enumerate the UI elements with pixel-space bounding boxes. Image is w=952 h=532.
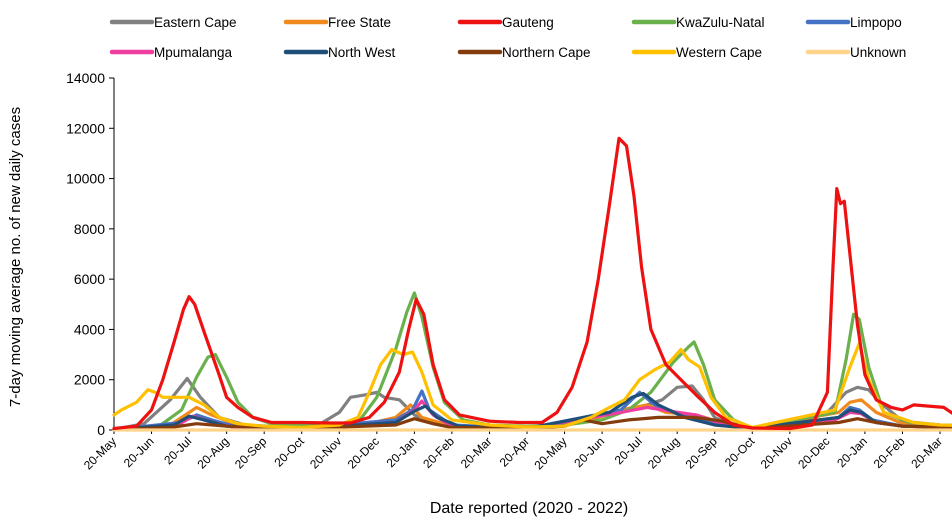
y-tick-label: 8000 [74, 221, 105, 237]
x-tick-label: 20-Jan [834, 434, 870, 470]
series-line-gauteng [112, 136, 952, 431]
x-tick-label: 20-Dec [345, 434, 382, 471]
y-tick-label: 0 [97, 422, 105, 438]
plot-lines [112, 136, 952, 432]
y-axis: 0 2000 4000 6000 8000 10000 12000 14000 [66, 70, 115, 438]
x-tick-label: 20-Oct [722, 434, 758, 470]
y-axis-title: 7-day moving average no. of new daily ca… [7, 107, 24, 407]
y-tick-label: 4000 [74, 321, 105, 337]
legend-label-unknown: Unknown [850, 45, 906, 60]
legend-label-western-cape: Western Cape [676, 45, 762, 60]
legend-label-gauteng: Gauteng [502, 15, 554, 30]
legend-label-limpopo: Limpopo [850, 15, 902, 30]
x-tick-label: 20-Jun [571, 434, 607, 470]
legend-label-northern-cape: Northern Cape [502, 45, 591, 60]
x-axis-title: Date reported (2020 - 2022) [430, 500, 628, 517]
x-tick-label: 20-Aug [645, 434, 682, 471]
x-tick-label: 20-Jul [612, 434, 645, 467]
legend-label-eastern-cape: Eastern Cape [154, 15, 237, 30]
x-tick-label: 20-Jan [384, 434, 420, 470]
x-tick-label: 20-Oct [271, 434, 307, 470]
x-tick-label: 20-Dec [795, 434, 832, 471]
x-tick-label: 20-Nov [307, 434, 344, 471]
legend-label-kwazulu-natal: KwaZulu-Natal [676, 15, 765, 30]
legend-label-north-west: North West [328, 45, 396, 60]
y-tick-label: 10000 [66, 171, 105, 187]
x-tick-label: 20-Nov [758, 434, 795, 471]
legend: Eastern Cape Free State Gauteng KwaZulu-Nat… [109, 15, 906, 60]
x-tick-label: 20-Aug [194, 434, 231, 471]
x-tick-label: 20-May [81, 434, 119, 472]
x-tick-label: 20-Jun [121, 434, 157, 470]
x-tick-label: 20-Sep [232, 434, 269, 471]
y-tick-label: 14000 [66, 70, 105, 86]
x-tick-label: 20-May [531, 434, 569, 472]
x-tick-label: 20-Jul [161, 434, 194, 467]
x-tick-label: 20-Feb [871, 434, 908, 471]
x-tick-label: 20-Apr [497, 434, 532, 469]
y-tick-label: 6000 [74, 271, 105, 287]
x-axis: 20-May 20-Jun 20-Jul 20-Aug 20-Sep 20-Oct 20-N… [81, 429, 945, 472]
x-tick-label: 20-Mar [908, 434, 945, 471]
x-tick-label: 20-Mar [458, 434, 495, 471]
legend-label-free-state: Free State [328, 15, 391, 30]
legend-label-mpumalanga: Mpumalanga [154, 45, 233, 60]
x-tick-label: 20-Sep [683, 434, 720, 471]
series-line-western-cape [112, 341, 952, 430]
y-tick-label: 2000 [74, 372, 105, 388]
y-tick-label: 12000 [66, 120, 105, 136]
x-tick-label: 20-Feb [420, 434, 457, 471]
